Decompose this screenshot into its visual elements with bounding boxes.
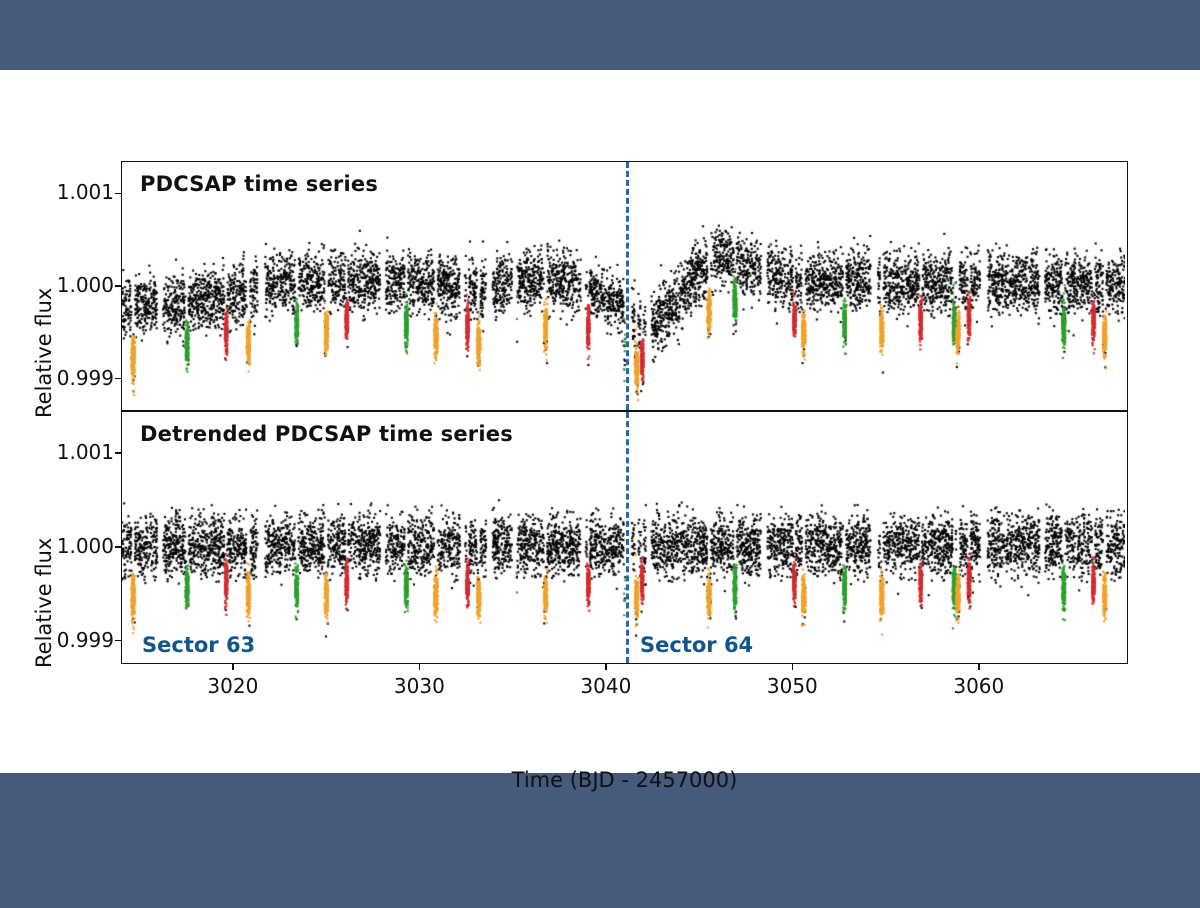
y-tick-mark (115, 377, 121, 380)
x-tick-mark (605, 664, 607, 670)
sector-boundary-line-top (625, 162, 629, 410)
x-tick-label: 3060 (953, 674, 1005, 698)
x-axis-label: Time (BJD - 2457000) (511, 768, 738, 792)
y-tick-label: 1.001 (56, 440, 114, 465)
y-tick-mark (115, 192, 121, 195)
y-tick-label: 1.001 (56, 180, 114, 205)
y-tick-label: 1.000 (56, 533, 114, 558)
y-tick-label: 1.000 (56, 273, 114, 297)
figure-container: Relative flux Relative flux PDCSAP time … (0, 70, 1200, 792)
y-tick-mark (115, 452, 121, 454)
detrended-panel-title: Detrended PDCSAP time series (140, 422, 513, 446)
y-tick-mark (115, 285, 121, 287)
x-tick-label: 3030 (393, 674, 445, 698)
detrended-pdcsap-panel: Detrended PDCSAP time series Sector 63 S… (121, 411, 1128, 664)
bottom-decorative-band (0, 773, 1200, 908)
y-tick-label: 0.999 (56, 365, 114, 390)
pdcsap-panel: PDCSAP time series (121, 161, 1128, 411)
top-decorative-band (0, 0, 1200, 70)
x-tick-label: 3050 (766, 674, 818, 698)
sector-64-label: Sector 64 (640, 633, 754, 657)
x-tick-mark (232, 664, 234, 670)
x-tick-mark (791, 664, 794, 670)
y-axis-label-top: Relative flux (32, 287, 56, 418)
x-tick-label: 3040 (580, 674, 632, 698)
detrended-scatter-canvas (122, 412, 1125, 661)
x-tick-mark (978, 664, 980, 670)
y-tick-mark (115, 639, 121, 642)
sector-63-label: Sector 63 (142, 633, 256, 657)
x-tick-label: 3020 (207, 674, 259, 698)
pdcsap-scatter-canvas (122, 162, 1125, 408)
sector-boundary-line-bottom (625, 412, 629, 663)
y-tick-label: 0.999 (56, 627, 114, 652)
pdcsap-panel-title: PDCSAP time series (140, 172, 379, 196)
y-tick-mark (115, 546, 121, 548)
x-tick-mark (418, 664, 421, 670)
